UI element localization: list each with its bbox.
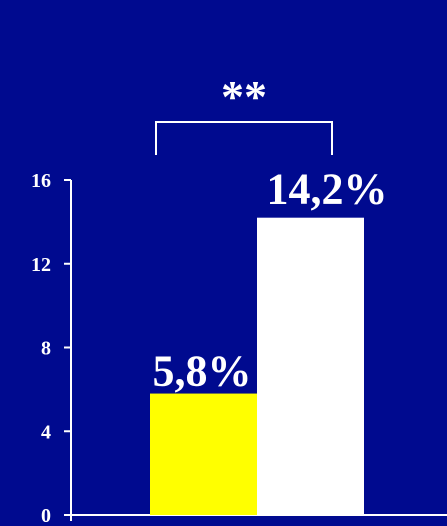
significance-bracket-line [155,121,333,155]
y-tick-label: 0 [41,505,51,526]
bar [150,393,257,515]
bars [150,217,364,515]
y-tick-label: 12 [31,254,51,276]
y-tick-label: 16 [31,170,51,192]
y-tick-label: 4 [41,421,51,443]
data-label: 5,8% [153,347,252,396]
y-tick-label: 8 [41,338,51,360]
data-labels: 5,8% 14,2% [153,165,388,396]
data-label: 14,2% [267,165,388,214]
y-axis: 0 4 8 12 16 [31,170,72,526]
significance-label: ** [221,71,267,122]
significance-bracket: ** [155,71,333,155]
bar [257,217,364,515]
